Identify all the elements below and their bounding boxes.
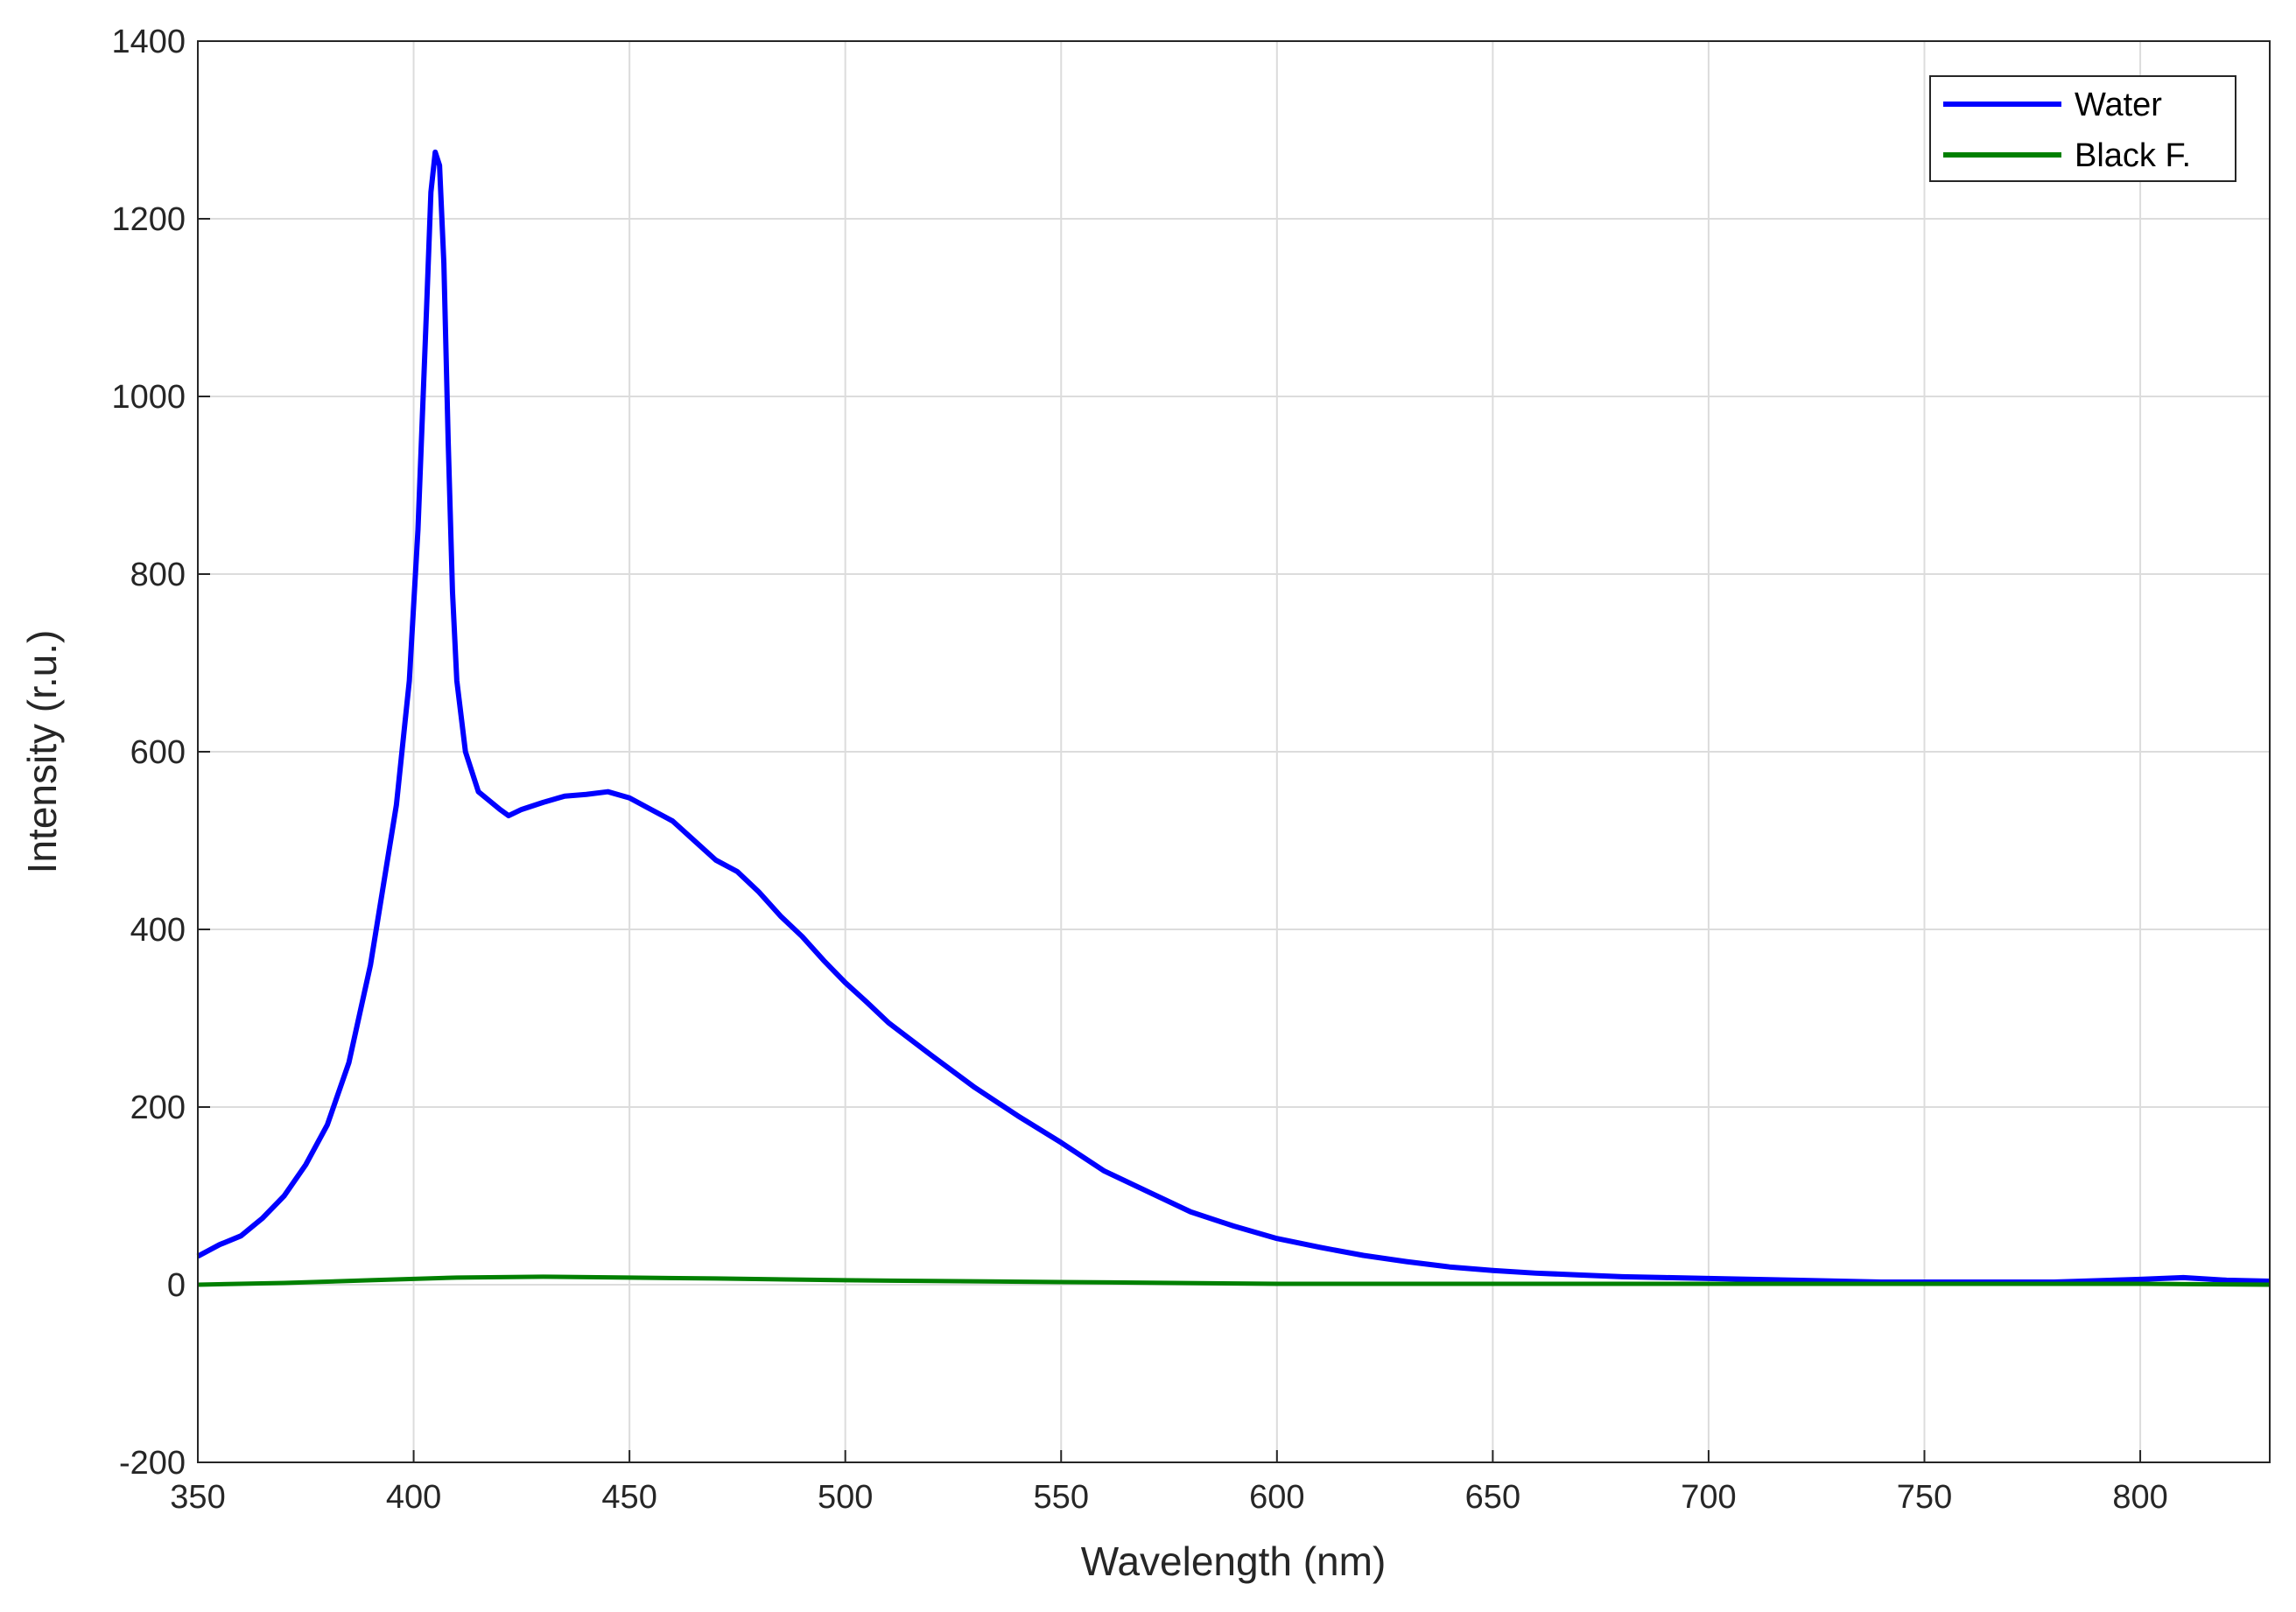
y-tick-label: 600 <box>130 734 186 771</box>
x-tick-label: 700 <box>1681 1479 1736 1516</box>
x-tick-label: 750 <box>1897 1479 1952 1516</box>
x-tick-label: 800 <box>2112 1479 2167 1516</box>
legend-label: Black F. <box>2075 137 2191 174</box>
y-tick-label: 800 <box>130 557 186 593</box>
y-tick-label: 200 <box>130 1090 186 1126</box>
y-tick-label: -200 <box>119 1445 186 1482</box>
y-tick-label: 1200 <box>111 201 186 238</box>
legend-box <box>1929 75 2236 182</box>
legend: Water Black F. <box>1929 75 2236 182</box>
series-line <box>196 149 2271 1285</box>
y-tick-label: 1400 <box>111 24 186 60</box>
y-tick-label: 1000 <box>111 379 186 416</box>
x-tick-label: 450 <box>601 1479 657 1516</box>
x-tick-label: 650 <box>1465 1479 1520 1516</box>
x-tick-label: 550 <box>1034 1479 1089 1516</box>
plot-border <box>197 40 2271 1463</box>
x-axis-label: Wavelength (nm) <box>1081 1538 1387 1584</box>
legend-label: Water <box>2075 87 2162 123</box>
y-tick-label: 0 <box>167 1267 186 1304</box>
x-tick-label: 500 <box>818 1479 873 1516</box>
x-tick-label: 600 <box>1249 1479 1304 1516</box>
y-axis-label: Intensity (r.u.) <box>19 630 65 874</box>
y-tick-label: 400 <box>130 912 186 949</box>
series-line <box>197 1274 2271 1287</box>
x-tick-label: 400 <box>386 1479 441 1516</box>
x-tick-label: 350 <box>170 1479 225 1516</box>
